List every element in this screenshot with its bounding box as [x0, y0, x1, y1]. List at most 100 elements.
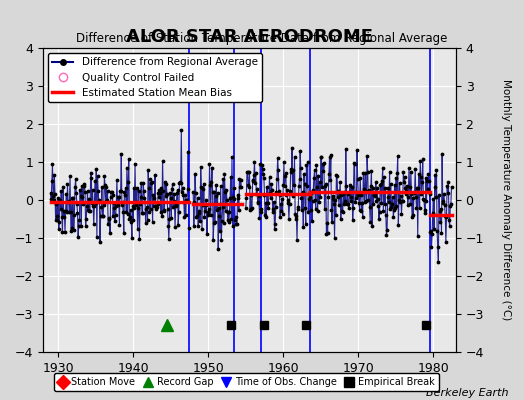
Point — [147, 206, 155, 212]
Point — [57, 206, 65, 212]
Point — [413, 185, 421, 191]
Point — [52, 201, 60, 207]
Legend: Difference from Regional Average, Quality Control Failed, Estimated Station Mean: Difference from Regional Average, Qualit… — [48, 53, 262, 102]
Point — [196, 218, 204, 224]
Point — [365, 187, 373, 193]
Point — [335, 202, 343, 208]
Point — [334, 188, 343, 194]
Point — [101, 182, 109, 188]
Point — [265, 191, 273, 197]
Point — [62, 191, 70, 198]
Point — [252, 191, 260, 197]
Point — [148, 218, 157, 225]
Point — [74, 222, 83, 229]
Point — [363, 153, 372, 160]
Point — [67, 228, 75, 234]
Point — [97, 204, 105, 210]
Point — [79, 200, 88, 207]
Point — [156, 190, 164, 197]
Point — [444, 179, 453, 185]
Point — [211, 218, 219, 225]
Point — [47, 190, 55, 197]
Point — [298, 206, 306, 213]
Point — [235, 207, 243, 213]
Point — [290, 154, 299, 160]
Point — [282, 192, 291, 199]
Point — [167, 214, 176, 221]
Point — [255, 192, 263, 199]
Point — [233, 192, 242, 198]
Point — [151, 203, 160, 209]
Point — [319, 161, 327, 168]
Point — [201, 208, 209, 215]
Point — [415, 170, 423, 177]
Point — [400, 179, 408, 186]
Point — [157, 185, 166, 192]
Point — [374, 203, 383, 210]
Point — [321, 183, 330, 190]
Point — [397, 193, 405, 199]
Point — [311, 197, 319, 204]
Point — [299, 188, 307, 195]
Point — [305, 189, 314, 196]
Point — [274, 166, 282, 173]
Point — [113, 202, 122, 208]
Point — [71, 184, 79, 190]
Point — [144, 167, 152, 173]
Point — [378, 178, 386, 184]
Point — [276, 214, 285, 220]
Point — [68, 225, 77, 232]
Point — [347, 193, 356, 200]
Point — [403, 182, 411, 189]
Point — [393, 170, 401, 177]
Point — [223, 216, 232, 223]
Point — [133, 226, 141, 232]
Point — [423, 186, 432, 192]
Point — [74, 234, 82, 240]
Point — [139, 180, 147, 186]
Point — [225, 208, 234, 215]
Point — [342, 146, 350, 152]
Point — [145, 185, 153, 191]
Point — [297, 195, 305, 202]
Point — [283, 196, 292, 203]
Point — [299, 224, 308, 230]
Point — [130, 204, 139, 211]
Point — [333, 173, 341, 180]
Point — [209, 189, 217, 195]
Point — [83, 188, 92, 194]
Point — [315, 199, 323, 205]
Point — [233, 220, 241, 227]
Point — [325, 171, 333, 178]
Point — [228, 222, 237, 229]
Point — [175, 180, 183, 186]
Point — [138, 210, 147, 216]
Point — [274, 154, 282, 161]
Point — [318, 184, 326, 190]
Point — [183, 186, 192, 192]
Point — [410, 189, 419, 195]
Point — [147, 180, 156, 186]
Point — [63, 181, 72, 187]
Point — [213, 190, 222, 197]
Point — [171, 224, 179, 230]
Point — [96, 238, 104, 245]
Point — [277, 208, 286, 214]
Point — [413, 233, 422, 239]
Point — [230, 196, 238, 202]
Point — [169, 204, 178, 210]
Point — [106, 194, 115, 200]
Point — [336, 216, 345, 222]
Point — [339, 191, 347, 198]
Point — [288, 144, 296, 151]
Y-axis label: Monthly Temperature Anomaly Difference (°C): Monthly Temperature Anomaly Difference (… — [500, 79, 511, 321]
Point — [125, 216, 134, 222]
Point — [292, 213, 301, 219]
Point — [440, 191, 448, 198]
Point — [418, 178, 427, 185]
Point — [323, 230, 332, 236]
Point — [424, 171, 432, 178]
Point — [327, 207, 335, 214]
Point — [285, 216, 293, 222]
Point — [235, 175, 244, 182]
